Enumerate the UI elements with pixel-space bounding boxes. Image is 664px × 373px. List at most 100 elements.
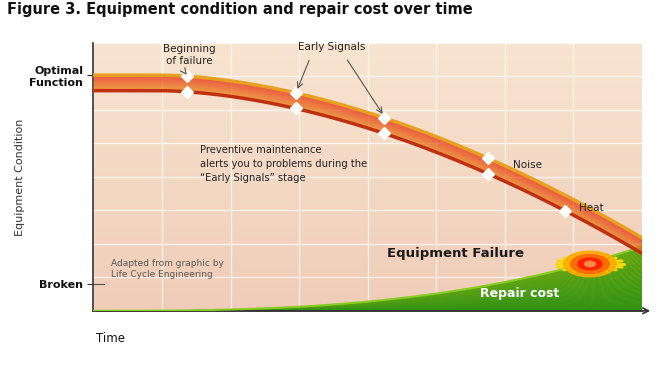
Bar bbox=[94, 99, 642, 101]
Bar bbox=[94, 304, 642, 306]
Polygon shape bbox=[94, 86, 642, 249]
Polygon shape bbox=[94, 278, 642, 311]
Polygon shape bbox=[94, 288, 642, 311]
Polygon shape bbox=[94, 76, 642, 239]
Bar bbox=[94, 242, 642, 244]
Polygon shape bbox=[94, 90, 642, 253]
Polygon shape bbox=[94, 82, 642, 246]
Bar bbox=[94, 161, 642, 163]
Polygon shape bbox=[94, 79, 642, 242]
Polygon shape bbox=[94, 295, 642, 311]
Bar bbox=[94, 253, 642, 255]
Text: Equipment Failure: Equipment Failure bbox=[387, 247, 524, 260]
Polygon shape bbox=[94, 290, 642, 311]
Text: Heat: Heat bbox=[579, 203, 604, 213]
Polygon shape bbox=[94, 294, 642, 311]
Polygon shape bbox=[94, 297, 642, 311]
Bar bbox=[94, 106, 642, 108]
Bar bbox=[94, 130, 642, 132]
Bar bbox=[94, 79, 642, 81]
Bar bbox=[94, 204, 642, 206]
Bar bbox=[94, 306, 642, 308]
Polygon shape bbox=[94, 75, 642, 238]
Polygon shape bbox=[94, 257, 642, 311]
Polygon shape bbox=[94, 88, 642, 251]
Bar bbox=[94, 52, 642, 54]
Bar bbox=[94, 244, 642, 246]
Y-axis label: Equipment Condition: Equipment Condition bbox=[15, 118, 25, 236]
Polygon shape bbox=[94, 87, 642, 250]
Polygon shape bbox=[94, 266, 642, 311]
Polygon shape bbox=[94, 76, 642, 239]
Bar bbox=[94, 145, 642, 148]
Bar bbox=[94, 279, 642, 282]
Bar bbox=[94, 177, 642, 179]
Polygon shape bbox=[94, 90, 642, 253]
Bar bbox=[94, 264, 642, 266]
Bar bbox=[94, 215, 642, 217]
Bar bbox=[94, 123, 642, 126]
Polygon shape bbox=[94, 254, 642, 311]
Bar bbox=[94, 302, 642, 304]
Bar bbox=[94, 278, 642, 280]
Bar bbox=[94, 143, 642, 145]
Bar bbox=[94, 260, 642, 262]
Polygon shape bbox=[94, 258, 642, 311]
Polygon shape bbox=[94, 275, 642, 311]
Polygon shape bbox=[94, 281, 642, 311]
Polygon shape bbox=[94, 310, 642, 311]
Bar bbox=[94, 233, 642, 235]
Bar bbox=[94, 56, 642, 59]
Bar bbox=[94, 269, 642, 271]
Bar bbox=[94, 121, 642, 123]
Bar bbox=[94, 300, 642, 302]
Bar bbox=[94, 83, 642, 85]
Bar bbox=[94, 284, 642, 286]
Bar bbox=[94, 132, 642, 135]
Polygon shape bbox=[94, 289, 642, 311]
Polygon shape bbox=[94, 279, 642, 311]
Polygon shape bbox=[94, 303, 642, 311]
Bar bbox=[94, 141, 642, 144]
Bar bbox=[94, 163, 642, 166]
Polygon shape bbox=[94, 79, 642, 242]
Circle shape bbox=[578, 258, 602, 270]
Polygon shape bbox=[94, 307, 642, 311]
Bar bbox=[94, 45, 642, 47]
Bar bbox=[94, 255, 642, 257]
Bar bbox=[94, 188, 642, 190]
Bar bbox=[94, 210, 642, 213]
Polygon shape bbox=[94, 88, 642, 251]
Polygon shape bbox=[94, 79, 642, 242]
Polygon shape bbox=[94, 84, 642, 247]
Polygon shape bbox=[94, 261, 642, 311]
Polygon shape bbox=[94, 270, 642, 311]
Polygon shape bbox=[94, 81, 642, 244]
Polygon shape bbox=[94, 249, 642, 311]
Bar bbox=[94, 65, 642, 68]
Polygon shape bbox=[94, 81, 642, 244]
Polygon shape bbox=[94, 273, 642, 311]
Polygon shape bbox=[94, 84, 642, 247]
Bar bbox=[94, 175, 642, 177]
Bar bbox=[94, 291, 642, 293]
Bar bbox=[94, 88, 642, 90]
Bar bbox=[94, 81, 642, 83]
Bar bbox=[94, 257, 642, 260]
Bar bbox=[94, 154, 642, 157]
Text: Figure 3. Equipment condition and repair cost over time: Figure 3. Equipment condition and repair… bbox=[7, 2, 472, 17]
Bar bbox=[94, 228, 642, 231]
Polygon shape bbox=[94, 253, 642, 311]
Polygon shape bbox=[94, 85, 642, 248]
Text: Beginning
of failure: Beginning of failure bbox=[163, 44, 216, 66]
Polygon shape bbox=[94, 82, 642, 245]
Polygon shape bbox=[94, 78, 642, 241]
Bar bbox=[94, 61, 642, 63]
Polygon shape bbox=[94, 269, 642, 311]
Bar bbox=[94, 217, 642, 219]
Text: Noise: Noise bbox=[513, 160, 542, 170]
Bar bbox=[94, 231, 642, 233]
Polygon shape bbox=[94, 89, 642, 252]
Polygon shape bbox=[94, 304, 642, 311]
Text: Time: Time bbox=[96, 332, 125, 345]
